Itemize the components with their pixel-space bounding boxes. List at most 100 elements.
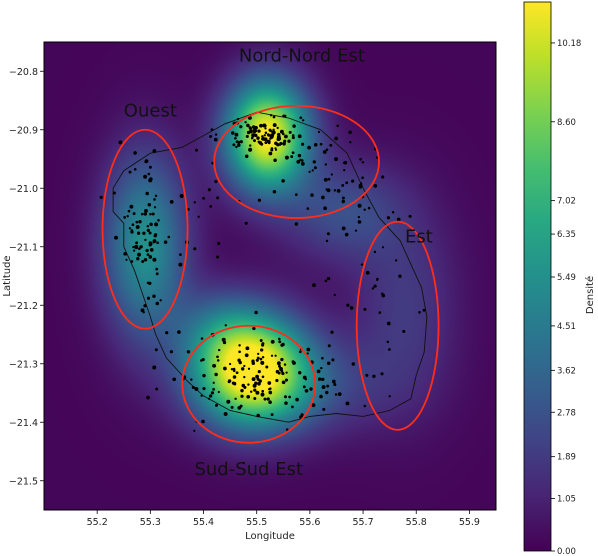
sample-point xyxy=(398,274,402,278)
x-tick-label: 55.3 xyxy=(140,517,161,528)
density-heatmap xyxy=(44,42,496,510)
sample-point xyxy=(326,384,330,388)
sample-point xyxy=(351,362,356,366)
sample-point xyxy=(265,365,269,369)
sample-point xyxy=(363,307,367,311)
sample-point xyxy=(152,149,157,153)
sample-point xyxy=(186,350,191,354)
sample-point xyxy=(132,249,136,252)
sample-point xyxy=(363,208,366,211)
sample-point xyxy=(123,251,128,256)
sample-point xyxy=(245,134,249,138)
sample-point xyxy=(227,379,232,383)
sample-point xyxy=(376,156,379,159)
sample-point xyxy=(152,257,157,262)
sample-point xyxy=(331,358,335,362)
sample-point xyxy=(330,330,334,334)
sample-point xyxy=(325,390,329,395)
sample-point xyxy=(128,170,132,174)
sample-point xyxy=(336,124,340,128)
sample-point xyxy=(323,206,327,211)
colorbar-label: Densité xyxy=(584,276,596,314)
sample-point xyxy=(147,172,151,176)
sample-point xyxy=(300,161,305,166)
y-axis: −20.8 −20.9 −21.0 −21.1 −21.2 −21.3 −21.4 −21.5 xyxy=(9,67,44,487)
sample-point xyxy=(372,374,376,379)
sample-point xyxy=(282,142,286,146)
sample-point xyxy=(288,395,291,399)
sample-point xyxy=(371,287,375,290)
sample-point xyxy=(247,383,250,386)
sample-point xyxy=(321,385,326,390)
sample-point xyxy=(146,228,150,232)
sample-point xyxy=(248,144,252,147)
sample-point xyxy=(381,175,385,179)
sample-point xyxy=(193,429,196,432)
sample-point xyxy=(156,241,159,245)
sample-point xyxy=(197,215,200,218)
x-tick-label: 55.6 xyxy=(299,517,320,528)
sample-point xyxy=(139,245,143,249)
sample-point xyxy=(334,136,338,141)
sample-point xyxy=(132,212,136,216)
sample-point xyxy=(226,399,231,404)
sample-point xyxy=(276,137,281,142)
sample-point xyxy=(343,160,348,165)
sample-point xyxy=(422,308,426,312)
sample-point xyxy=(275,369,280,374)
sample-point xyxy=(336,189,341,193)
sample-point xyxy=(260,348,264,352)
sample-point xyxy=(247,367,251,370)
colorbar-tick-label: 4.51 xyxy=(557,322,576,332)
sample-point xyxy=(323,177,328,182)
sample-point xyxy=(281,179,285,183)
sample-point xyxy=(155,387,159,391)
sample-point xyxy=(266,133,270,136)
sample-point xyxy=(148,165,152,169)
sample-point xyxy=(169,350,173,354)
sample-point xyxy=(361,161,365,164)
y-tick-label: −21.1 xyxy=(9,242,38,253)
sample-point xyxy=(268,400,272,404)
sample-point xyxy=(263,137,268,142)
sample-point xyxy=(343,168,346,172)
sample-point xyxy=(200,394,203,397)
sample-point xyxy=(165,331,169,335)
sample-point xyxy=(274,147,277,150)
sample-point xyxy=(152,365,157,370)
sample-point xyxy=(261,375,265,379)
sample-point xyxy=(274,354,277,357)
colorbar-tick-label: 2.78 xyxy=(557,408,576,418)
sample-point xyxy=(326,232,330,236)
sample-point xyxy=(210,391,214,395)
sample-point xyxy=(280,357,284,362)
sample-point xyxy=(357,215,361,219)
sample-point xyxy=(245,346,250,351)
sample-point xyxy=(155,267,159,271)
sample-point xyxy=(264,127,267,130)
sample-point xyxy=(251,377,256,382)
sample-point xyxy=(297,153,302,158)
sample-point xyxy=(147,202,152,207)
sample-point xyxy=(216,255,220,259)
sample-point xyxy=(360,263,364,266)
sample-point xyxy=(190,378,193,381)
sample-point xyxy=(281,380,286,385)
sample-point xyxy=(145,191,149,196)
sample-point xyxy=(130,229,134,232)
sample-point xyxy=(234,132,239,137)
sample-point xyxy=(311,169,314,172)
sample-point xyxy=(194,387,199,391)
sample-point xyxy=(202,387,206,391)
sample-point xyxy=(232,375,237,379)
y-tick-label: −21.4 xyxy=(9,418,38,429)
sample-point xyxy=(193,247,197,251)
sample-point xyxy=(154,194,158,198)
sample-point xyxy=(144,208,148,213)
sample-point xyxy=(146,253,150,256)
sample-point xyxy=(274,141,278,146)
sample-point xyxy=(251,136,254,139)
region-ellipse-sud-sud-est xyxy=(181,324,317,444)
sample-point xyxy=(280,369,284,373)
